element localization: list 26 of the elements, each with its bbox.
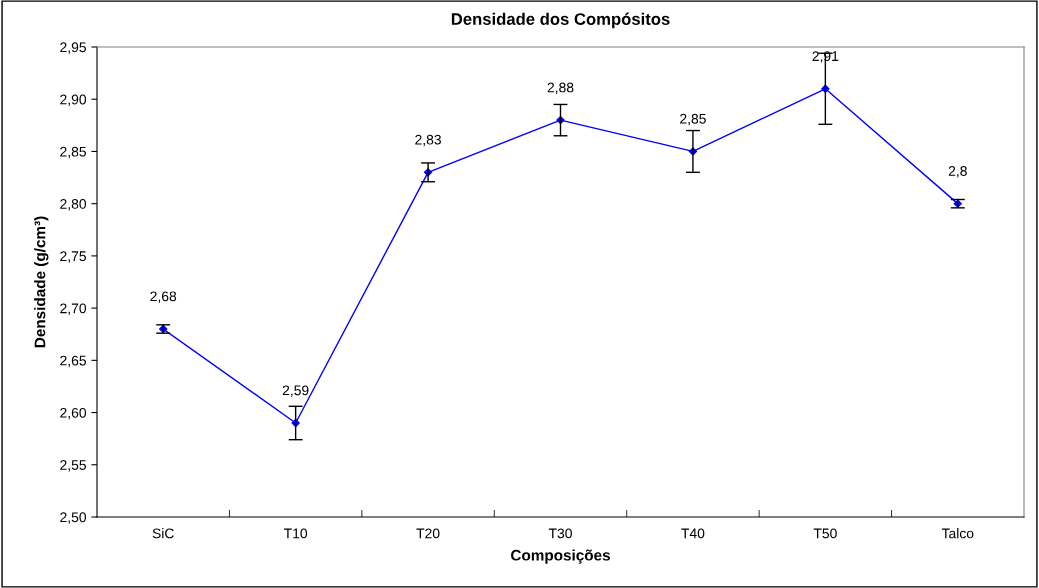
y-tick-label: 2,60 (60, 407, 87, 420)
x-tick-label: T40 (681, 528, 705, 539)
y-tick-label: 2,90 (60, 94, 87, 107)
y-tick-label: 2,85 (60, 146, 86, 159)
y-tick-label: 2,70 (60, 303, 87, 315)
x-tick-label: T20 (416, 528, 440, 539)
y-tick-label: 2,95 (60, 42, 86, 54)
data-label: 2,59 (282, 385, 309, 397)
x-tick-label: T30 (548, 528, 572, 539)
y-tick-label: 2,75 (60, 251, 86, 263)
x-tick-label: SiC (152, 528, 174, 539)
data-label: 2,85 (680, 113, 706, 126)
x-axis-title: Composições (511, 549, 610, 564)
y-axis-title: Densidade (g/cm³) (34, 216, 49, 348)
data-label: 2,8 (948, 166, 967, 178)
y-tick-label: 2,50 (60, 512, 87, 524)
x-tick-label: T10 (283, 528, 308, 539)
data-label: 2,88 (547, 82, 574, 95)
y-tick-label: 2,80 (60, 199, 87, 211)
y-tick-label: 2,55 (60, 460, 86, 472)
data-label: 2,83 (415, 134, 441, 147)
x-tick-label: T50 (813, 528, 837, 539)
y-tick-label: 2,65 (60, 355, 86, 368)
chart-title: Densidade dos Compósitos (451, 12, 670, 29)
x-tick-label: Talco (941, 528, 974, 539)
data-label: 2,68 (150, 291, 177, 303)
